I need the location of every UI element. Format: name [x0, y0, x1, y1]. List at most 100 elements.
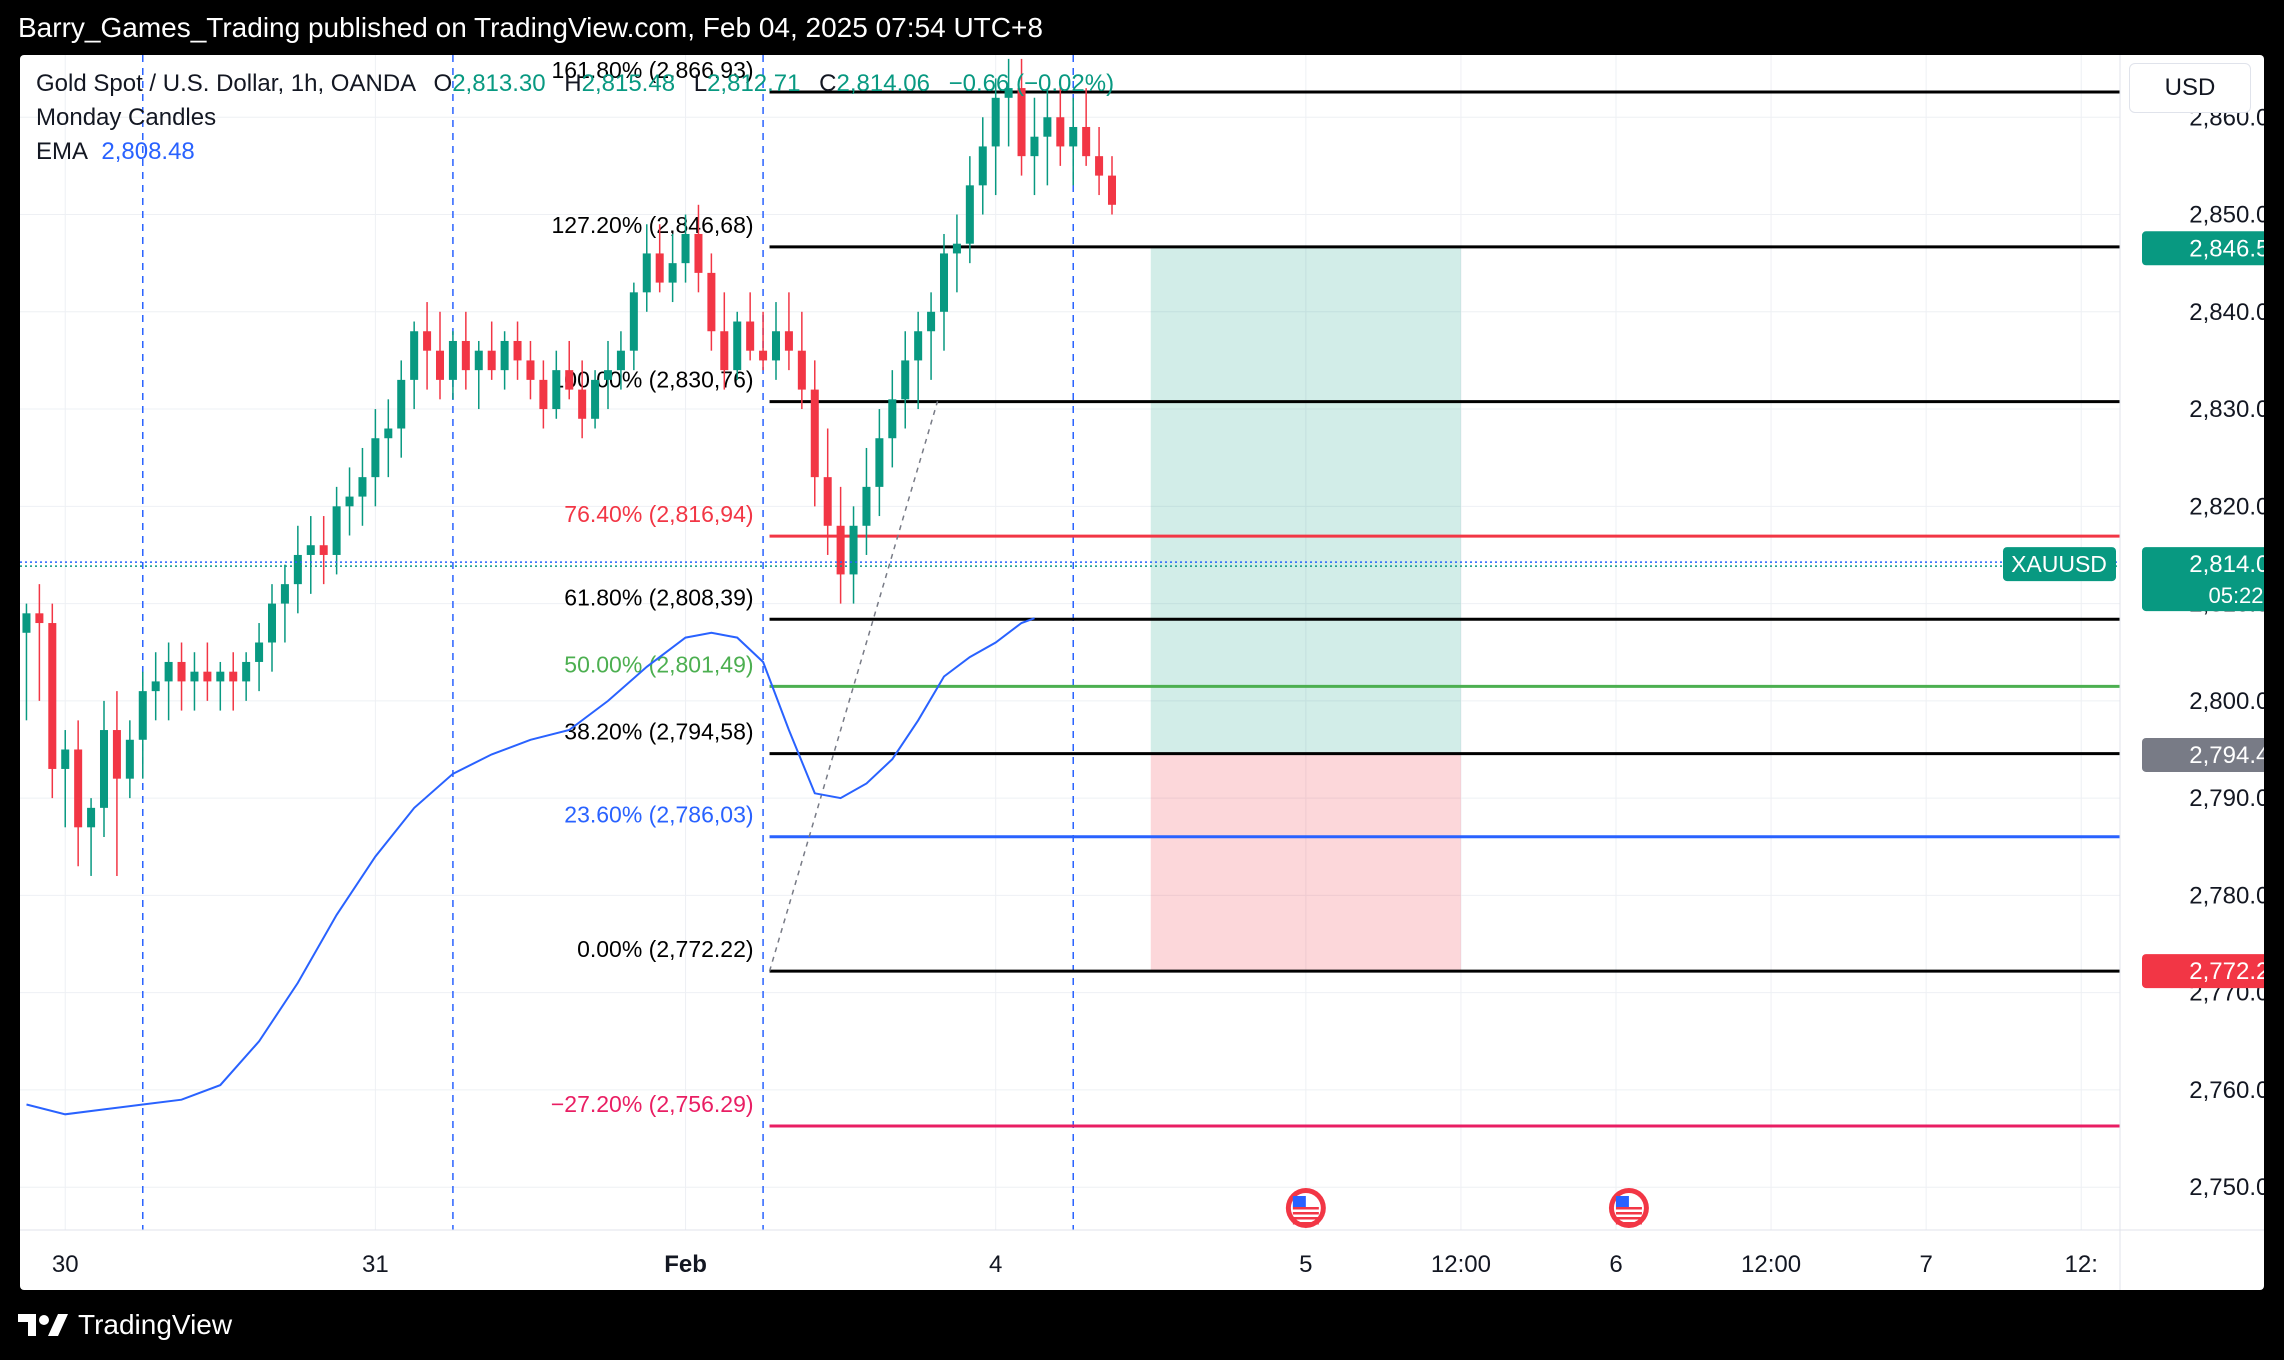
candle-body[interactable]	[603, 370, 613, 380]
candle-body[interactable]	[306, 545, 315, 555]
candle-body[interactable]	[435, 350, 445, 380]
candle-body[interactable]	[112, 730, 121, 779]
currency-selector[interactable]: USD	[2129, 63, 2251, 113]
candle-body[interactable]	[35, 613, 44, 624]
candle-body[interactable]	[707, 272, 716, 332]
stop-loss-zone[interactable]	[1150, 754, 1461, 972]
candle-body[interactable]	[616, 350, 625, 371]
chart-panel[interactable]: 161.80% (2,866.93) 127.20% (2,846,68) 100.…	[20, 55, 2264, 1290]
candle-body[interactable]	[888, 399, 897, 439]
candle-body[interactable]	[642, 253, 651, 293]
candle-body[interactable]	[875, 438, 884, 487]
candle-body[interactable]	[552, 370, 561, 410]
candle-body[interactable]	[164, 661, 173, 682]
candle-body[interactable]	[746, 321, 755, 351]
candle-body[interactable]	[655, 253, 664, 283]
candle-body[interactable]	[138, 691, 147, 740]
candle-body[interactable]	[1069, 126, 1078, 147]
candle-body[interactable]	[784, 331, 793, 351]
candle-body[interactable]	[733, 321, 742, 371]
price-tag[interactable]	[2142, 231, 2264, 266]
candle-body[interactable]	[177, 661, 186, 682]
candle-body[interactable]	[397, 379, 406, 429]
candle-body[interactable]	[914, 331, 923, 361]
current-price-tag[interactable]	[2142, 547, 2264, 612]
candle-body[interactable]	[358, 477, 367, 497]
candle-body[interactable]	[74, 749, 83, 828]
candle-body[interactable]	[1030, 136, 1039, 157]
candle-body[interactable]	[423, 331, 432, 351]
candle-body[interactable]	[332, 506, 341, 555]
candle-body[interactable]	[591, 379, 600, 419]
candle-body[interactable]	[448, 340, 457, 380]
candle-body[interactable]	[565, 370, 574, 390]
candle-body[interactable]	[500, 340, 509, 371]
candle-body[interactable]	[513, 340, 522, 361]
candle-body[interactable]	[797, 350, 806, 390]
price-tag[interactable]	[2142, 954, 2264, 989]
candle-body[interactable]	[862, 486, 871, 526]
indicator-ema[interactable]: EMA 2,808.48	[36, 135, 1114, 169]
tradingview-logo[interactable]: TradingView	[18, 1304, 232, 1346]
candle-body[interactable]	[61, 749, 70, 769]
candle-body[interactable]	[345, 496, 354, 507]
candle-body[interactable]	[255, 642, 264, 662]
candle-body[interactable]	[242, 661, 251, 682]
candle-body[interactable]	[371, 438, 380, 478]
candle-body[interactable]	[578, 389, 587, 419]
candle-body[interactable]	[1056, 117, 1065, 147]
candle-body[interactable]	[461, 340, 470, 371]
price-tag[interactable]	[2142, 737, 2264, 772]
candle-body[interactable]	[1043, 117, 1052, 137]
candle-body[interactable]	[810, 389, 819, 478]
candle-body[interactable]	[1004, 88, 1013, 98]
candle-body[interactable]	[151, 681, 160, 692]
candle-body[interactable]	[48, 623, 57, 769]
candle-body[interactable]	[229, 671, 238, 682]
candle-body[interactable]	[629, 292, 638, 351]
candle-body[interactable]	[410, 331, 419, 380]
ema-line[interactable]	[26, 617, 1035, 1116]
candle-body[interactable]	[487, 350, 496, 371]
candle-body[interactable]	[216, 671, 225, 682]
candle-body[interactable]	[22, 613, 31, 633]
candle-body[interactable]	[384, 428, 393, 439]
candle-body[interactable]	[526, 360, 535, 380]
candle-body[interactable]	[978, 146, 987, 186]
candle-body[interactable]	[293, 554, 302, 585]
candle-body[interactable]	[474, 350, 483, 371]
symbol-tag[interactable]	[2003, 547, 2116, 582]
candle-body[interactable]	[87, 807, 96, 828]
candle-body[interactable]	[849, 525, 858, 575]
candle-body[interactable]	[1082, 126, 1091, 157]
candle-body[interactable]	[539, 379, 548, 410]
candle-body[interactable]	[280, 584, 289, 604]
take-profit-zone[interactable]	[1150, 248, 1461, 755]
candle-body[interactable]	[203, 671, 212, 682]
candle-body[interactable]	[694, 233, 703, 273]
candle-body[interactable]	[939, 253, 949, 312]
candle-body[interactable]	[267, 603, 277, 643]
candle-body[interactable]	[99, 730, 109, 808]
candle-body[interactable]	[319, 545, 328, 555]
candle-body[interactable]	[190, 671, 199, 682]
candle-body[interactable]	[1095, 156, 1104, 176]
symbol-title[interactable]: Gold Spot / U.S. Dollar, 1h, OANDA	[36, 70, 415, 97]
candle-body[interactable]	[720, 331, 729, 371]
candle-body[interactable]	[1107, 175, 1117, 205]
candle-body[interactable]	[668, 263, 677, 283]
candlestick-chart[interactable]: 161.80% (2,866.93) 127.20% (2,846,68) 100.…	[20, 55, 2264, 1290]
candle-body[interactable]	[836, 525, 845, 575]
candle-body[interactable]	[681, 233, 690, 264]
candle-body[interactable]	[901, 360, 910, 400]
candle-body[interactable]	[927, 311, 936, 332]
candle-body[interactable]	[771, 331, 781, 361]
candle-body[interactable]	[965, 185, 974, 244]
candle-body[interactable]	[1017, 88, 1026, 157]
candle-body[interactable]	[823, 477, 832, 526]
candle-body[interactable]	[991, 97, 1000, 147]
candle-body[interactable]	[125, 739, 134, 779]
candle-body[interactable]	[759, 350, 768, 361]
candle-body[interactable]	[952, 243, 961, 254]
indicator-monday-candles[interactable]: Monday Candles	[36, 101, 1114, 135]
